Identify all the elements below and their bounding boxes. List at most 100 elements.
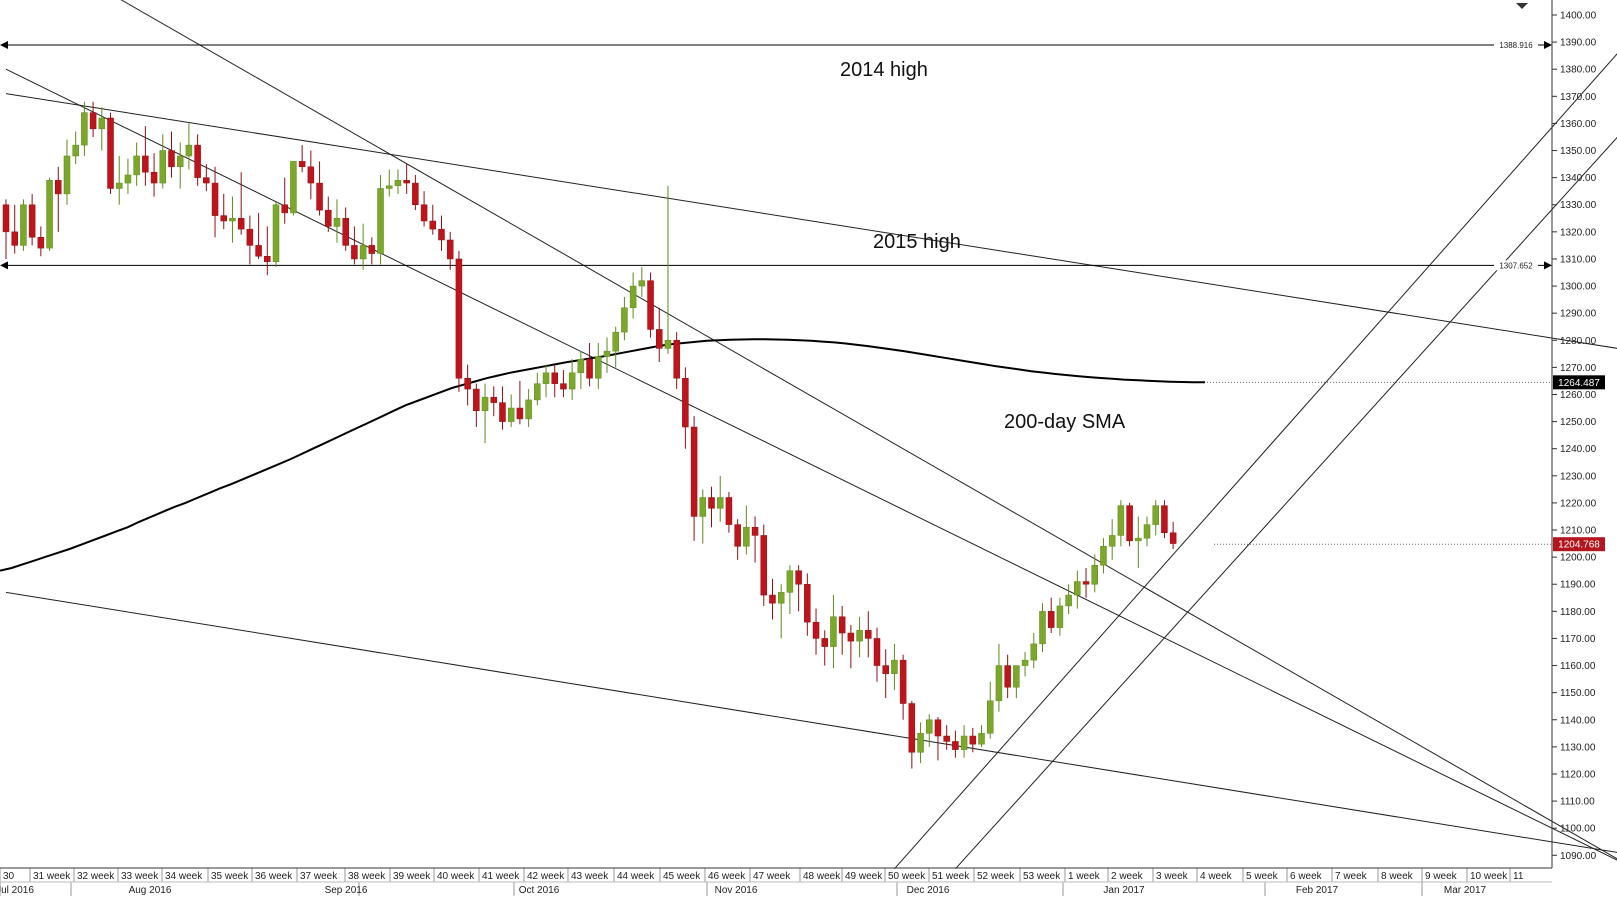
y-tick-label: 1280.00	[1560, 336, 1597, 347]
candle-body	[838, 616, 846, 634]
x-tick-label: 48 week	[803, 871, 841, 882]
candle-body	[777, 592, 785, 604]
candle	[499, 386, 506, 430]
candle	[1056, 597, 1064, 636]
candle-body	[368, 245, 376, 254]
candle-body	[316, 182, 323, 211]
candle-body	[264, 255, 271, 262]
trendline	[894, 53, 1617, 870]
candle	[2, 199, 10, 259]
candle-body	[891, 659, 898, 674]
y-tick-label: 1120.00	[1560, 769, 1596, 780]
candle	[577, 351, 585, 390]
candle	[830, 595, 837, 669]
candle-body	[995, 665, 1003, 702]
y-tick-label: 1230.00	[1560, 471, 1597, 482]
candle-body	[63, 155, 71, 195]
candle-body	[412, 182, 419, 205]
candle-body	[734, 524, 741, 547]
candle	[368, 237, 376, 265]
candle	[534, 372, 541, 406]
sma-series	[0, 338, 1552, 572]
y-tick-label: 1160.00	[1560, 661, 1596, 672]
x-tick-label: 46 week	[708, 871, 746, 882]
x-tick-label: 43 week	[571, 871, 609, 882]
x-tick-label: 2 week	[1111, 871, 1144, 882]
y-tick-label: 1290.00	[1560, 309, 1597, 320]
candle	[882, 649, 889, 699]
candle-body	[229, 218, 236, 222]
candle	[351, 226, 358, 265]
candle	[107, 112, 114, 194]
candle-body	[534, 383, 541, 401]
candle	[751, 516, 759, 563]
y-tick-label: 1150.00	[1560, 688, 1596, 699]
candle-body	[621, 307, 628, 333]
candle	[481, 383, 489, 444]
candle	[1091, 554, 1098, 593]
candle-body	[168, 150, 175, 168]
candle	[246, 215, 254, 265]
candle-body	[882, 665, 889, 674]
month-label: Aug 2016	[129, 885, 172, 896]
candle-body	[1169, 532, 1177, 544]
x-tick-label: 40 week	[437, 871, 475, 882]
y-tick-label: 1240.00	[1560, 444, 1597, 455]
candle-body	[542, 372, 550, 384]
level-label: 1388.916	[1499, 41, 1533, 50]
candle-body	[708, 497, 715, 509]
candle	[203, 164, 210, 192]
candle-body	[1056, 605, 1064, 628]
y-tick-label: 1390.00	[1560, 38, 1597, 49]
candle	[20, 199, 27, 251]
candle	[290, 161, 297, 216]
y-tick-label: 1110.00	[1560, 797, 1595, 808]
candle	[307, 150, 315, 200]
x-tick-label: 9 week	[1425, 871, 1458, 882]
candle-body	[577, 358, 585, 374]
candle-body	[203, 177, 210, 184]
candle-body	[960, 735, 968, 750]
x-tick-label: 35 week	[211, 871, 249, 882]
candle	[873, 627, 881, 682]
candle	[377, 174, 384, 265]
candle	[804, 573, 811, 636]
annotations: 2014 high 2015 high 200-day SMA	[840, 59, 1126, 433]
candle-body	[629, 285, 637, 308]
y-tick-label: 1190.00	[1560, 580, 1596, 591]
candle-body	[656, 329, 663, 349]
candle-body	[429, 220, 437, 230]
candle	[595, 342, 602, 390]
scroll-down-icon[interactable]	[1516, 3, 1528, 9]
candle-body	[185, 144, 193, 157]
chart-annotation: 2015 high	[873, 231, 961, 253]
candle-body	[1030, 643, 1038, 661]
candle-body	[568, 372, 576, 390]
candle-body	[307, 166, 315, 184]
candle	[664, 185, 672, 354]
candle-body	[133, 155, 140, 176]
x-tick-label: 5 week	[1246, 871, 1279, 882]
candle	[786, 565, 794, 615]
candle	[734, 519, 741, 560]
y-tick-label: 1320.00	[1560, 227, 1597, 238]
candle	[603, 337, 611, 373]
candle-body	[638, 280, 646, 287]
arrow-right-icon	[1544, 261, 1552, 270]
x-tick-label: 8 week	[1381, 871, 1414, 882]
candle	[194, 134, 201, 186]
y-axis: 1090.00 1100.00 1110.00 1120.00 1130.00 1140.…	[1551, 0, 1597, 868]
candle-body	[969, 735, 977, 745]
trendline	[5, 68, 1617, 861]
month-label: Mar 2017	[1444, 885, 1487, 896]
candle	[142, 126, 149, 186]
month-label: Feb 2017	[1296, 885, 1339, 896]
candle	[769, 578, 776, 620]
candle	[682, 367, 689, 449]
candle	[568, 359, 576, 400]
x-tick-label: 7 week	[1335, 871, 1368, 882]
candle	[1065, 584, 1072, 615]
candle-body	[647, 280, 654, 330]
candle-body	[821, 638, 828, 647]
candle-body	[1152, 505, 1159, 525]
